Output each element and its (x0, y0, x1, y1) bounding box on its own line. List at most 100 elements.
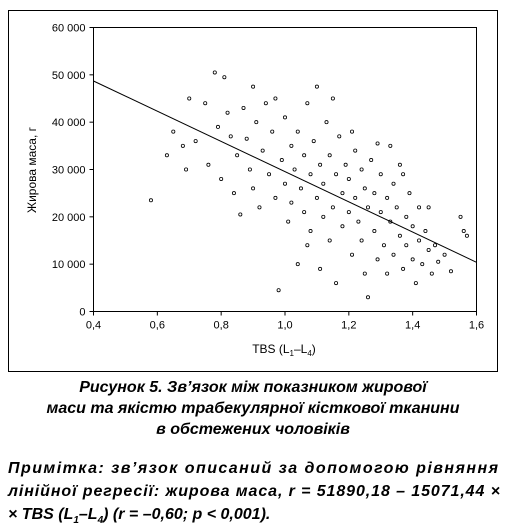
point (273, 96, 278, 101)
x-label-sub: 4 (307, 349, 312, 358)
point (324, 120, 329, 125)
point (193, 139, 198, 144)
point (353, 148, 358, 153)
x-tick-label: 1,6 (469, 320, 484, 332)
point (254, 120, 259, 125)
point (148, 198, 153, 203)
point (401, 266, 406, 271)
point (426, 247, 431, 252)
note-part: ) (r = –0,60; p < 0,001). (101, 506, 270, 523)
point (251, 84, 256, 89)
point (260, 148, 265, 153)
y-tick-label: 0 (79, 307, 85, 319)
point (184, 167, 189, 172)
point (404, 214, 409, 219)
point (270, 129, 275, 134)
point (241, 105, 246, 110)
point (219, 176, 224, 181)
y-tick-label: 40 000 (52, 117, 86, 129)
point (385, 195, 390, 200)
x-tick-label: 0,4 (86, 320, 101, 332)
point (350, 252, 355, 257)
point (426, 205, 431, 210)
point (442, 252, 447, 257)
point (381, 243, 386, 248)
point (282, 115, 287, 120)
point (433, 243, 438, 248)
point (375, 257, 380, 262)
point (295, 262, 300, 267)
point (171, 129, 176, 134)
point (346, 176, 351, 181)
point (231, 191, 236, 196)
point (282, 181, 287, 186)
point (417, 238, 422, 243)
point (334, 281, 339, 286)
point (417, 205, 422, 210)
point (458, 214, 463, 219)
chart-frame (8, 10, 498, 372)
point (330, 205, 335, 210)
point (206, 162, 211, 167)
point (388, 143, 393, 148)
point (225, 110, 230, 115)
point (263, 101, 268, 106)
note-line: лінійної регресії: жирова маса, r = 5189… (7, 483, 500, 500)
point (365, 295, 370, 300)
point (372, 191, 377, 196)
point (321, 214, 326, 219)
y-tick-label: 30 000 (52, 165, 86, 177)
point (362, 186, 367, 191)
point (423, 229, 428, 234)
x-tick-label: 0,6 (150, 320, 165, 332)
y-tick-label: 60 000 (52, 23, 86, 35)
point (334, 172, 339, 177)
point (289, 143, 294, 148)
point (410, 224, 415, 229)
y-tick-label: 10 000 (52, 259, 86, 271)
point (302, 210, 307, 215)
point (311, 139, 316, 144)
point (359, 167, 364, 172)
point (394, 205, 399, 210)
point (203, 101, 208, 106)
note-part: × TBS (L (8, 506, 73, 523)
x-label-sub: 1 (290, 349, 295, 358)
point (276, 288, 281, 293)
point (375, 141, 380, 146)
point (289, 200, 294, 205)
point (436, 259, 441, 264)
point (407, 191, 412, 196)
point (327, 238, 332, 243)
point (292, 167, 297, 172)
x-tick-label: 1,4 (405, 320, 420, 332)
point (235, 153, 240, 158)
point (305, 101, 310, 106)
caption-line: маси та якістю трабекулярної кісткової т… (47, 400, 460, 417)
note-part: –L (79, 506, 98, 523)
point (314, 84, 319, 89)
point (302, 153, 307, 158)
point (340, 191, 345, 196)
point (321, 181, 326, 186)
point (420, 262, 425, 267)
point (404, 243, 409, 248)
point (247, 167, 252, 172)
point (362, 271, 367, 276)
point (397, 162, 402, 167)
point (318, 162, 323, 167)
point (251, 186, 256, 191)
point (369, 158, 374, 163)
point (378, 210, 383, 215)
point (372, 229, 377, 234)
point (365, 205, 370, 210)
caption-line: в обстежених чоловіків (156, 421, 350, 438)
point (346, 210, 351, 215)
point (356, 219, 361, 224)
point (464, 233, 469, 238)
point (391, 181, 396, 186)
point (343, 162, 348, 167)
y-tick-label: 20 000 (52, 212, 86, 224)
point (353, 195, 358, 200)
